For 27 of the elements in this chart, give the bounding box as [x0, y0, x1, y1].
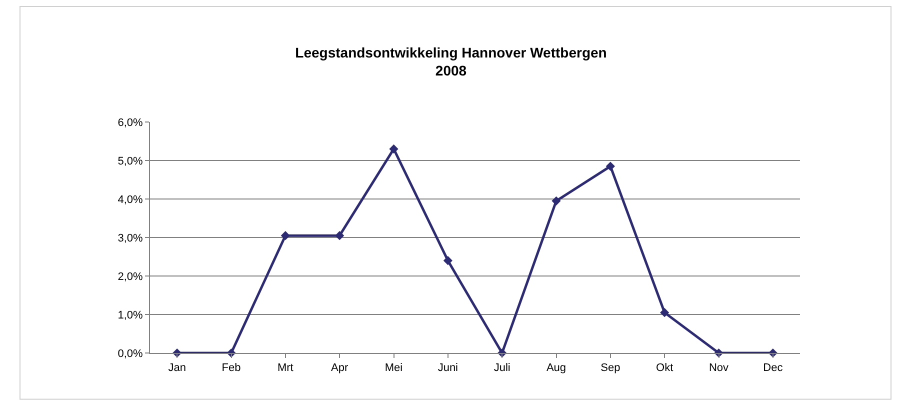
y-tick-label: 4,0% [118, 194, 144, 206]
x-tick-label: Apr [331, 362, 348, 374]
x-tick-label: Sep [600, 362, 620, 374]
y-tick-label: 0,0% [118, 348, 144, 360]
point [389, 144, 398, 154]
point [606, 162, 615, 171]
y-tick-label: 3,0% [118, 232, 144, 244]
chart-title: Leegstandsontwikkeling Hannover Wettbergen 2008 [295, 44, 607, 78]
y-tick-label: 5,0% [118, 155, 144, 168]
y-tick-label: 2,0% [118, 270, 144, 283]
point [443, 256, 452, 266]
x-tick-label: Jan [168, 362, 186, 374]
x-tick-label: Aug [546, 362, 566, 374]
x-tick-label: Juli [494, 362, 510, 374]
y-tick-label: 1,0% [118, 309, 144, 322]
point [335, 231, 344, 240]
x-tick-label: Mrt [277, 362, 294, 374]
x-tick-label: Okt [656, 362, 674, 374]
x-tick-label: Nov [708, 362, 730, 374]
x-tick-label: Mei [384, 362, 403, 374]
x-tick-label: Juni [438, 362, 458, 374]
x-tick-label: Dec [763, 362, 784, 374]
x-tick-label: Feb [222, 362, 241, 374]
y-tick-label: 6,0% [118, 116, 144, 129]
point [552, 196, 561, 206]
point [280, 231, 290, 240]
point [660, 308, 670, 318]
